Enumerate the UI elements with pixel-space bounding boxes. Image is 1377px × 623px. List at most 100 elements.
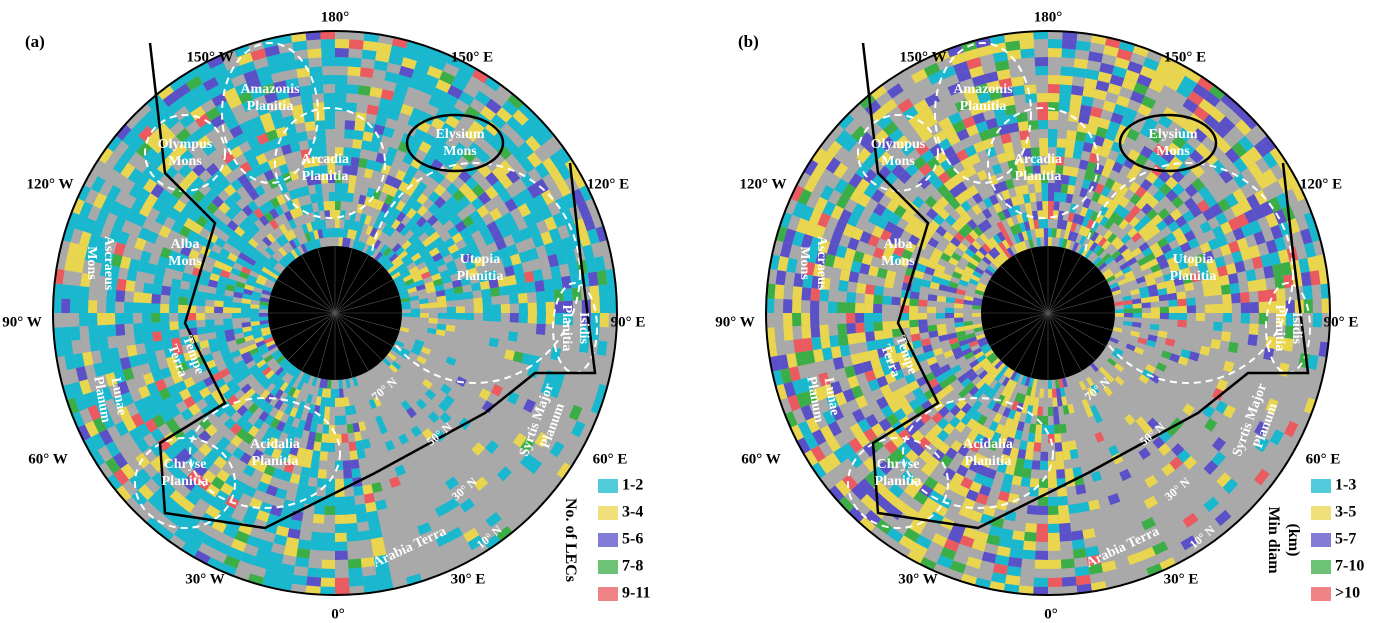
crater-cell xyxy=(350,157,359,167)
crater-cell xyxy=(351,468,361,478)
crater-cell xyxy=(1012,530,1025,540)
crater-cell xyxy=(1037,102,1048,111)
crater-cell xyxy=(483,313,492,321)
crater-cell xyxy=(223,318,232,324)
crater-cell xyxy=(197,327,207,335)
crater-cell xyxy=(348,559,362,569)
crater-cell xyxy=(1012,85,1025,95)
crater-cell xyxy=(828,301,837,313)
crater-cell xyxy=(250,309,259,313)
crater-cell xyxy=(1021,477,1031,487)
crater-cell xyxy=(945,308,954,313)
crater-cell xyxy=(133,292,143,303)
crater-cell xyxy=(1035,551,1048,560)
crater-cell xyxy=(792,313,801,326)
crater-cell xyxy=(535,280,545,292)
crater-cell xyxy=(1048,479,1057,488)
crater-cell xyxy=(1018,121,1029,131)
crater-cell xyxy=(855,323,865,334)
crater-cell xyxy=(323,75,335,84)
crater-cell xyxy=(340,210,346,219)
crater-cell xyxy=(205,306,214,313)
crater-cell xyxy=(873,304,882,313)
legend-title: Min diam(km) xyxy=(1265,506,1302,574)
crater-cell xyxy=(811,337,822,350)
feature-line: Mons xyxy=(84,246,99,280)
crater-cell xyxy=(178,297,188,306)
crater-cell xyxy=(882,321,892,330)
crater-cell xyxy=(314,111,325,121)
crater-cell xyxy=(335,416,341,425)
crater-cell xyxy=(802,338,813,352)
crater-cell xyxy=(1241,313,1250,324)
legend-swatch xyxy=(1311,506,1331,520)
crater-cell xyxy=(1141,302,1150,308)
crater-cell xyxy=(1240,292,1250,303)
crater-cell xyxy=(335,219,340,228)
crater-cell xyxy=(143,283,153,294)
crater-cell xyxy=(1048,48,1062,57)
crater-cell xyxy=(1048,515,1059,524)
crater-cell xyxy=(321,578,335,587)
crater-cell xyxy=(115,290,125,302)
legend-swatch xyxy=(1311,587,1331,601)
legend-label: 9-11 xyxy=(622,585,650,602)
crater-cell xyxy=(1069,103,1081,113)
crater-cell xyxy=(116,279,126,291)
crater-cell xyxy=(855,313,864,323)
feature-line: Planitia xyxy=(960,99,1007,114)
crater-cell xyxy=(1048,201,1054,210)
longitude-label: 90° E xyxy=(611,314,646,330)
crater-cell xyxy=(134,333,144,344)
crater-cell xyxy=(79,313,88,326)
feature-line: Isidis xyxy=(1289,312,1304,344)
crater-cell xyxy=(170,287,180,297)
crater-cell xyxy=(151,303,160,313)
crater-cell xyxy=(324,102,335,111)
crater-cell xyxy=(1053,201,1059,210)
feature-line: Planitia xyxy=(1015,169,1062,184)
crater-cell xyxy=(465,313,474,320)
crater-cell xyxy=(783,299,792,313)
crater-cell xyxy=(232,308,241,313)
feature-line: Chryse xyxy=(164,457,207,472)
crater-cell xyxy=(153,275,164,286)
crater-cell xyxy=(1076,41,1091,52)
crater-cell xyxy=(1062,39,1077,49)
crater-cell xyxy=(1071,530,1084,540)
crater-cell xyxy=(346,514,357,524)
crater-cell xyxy=(363,575,378,586)
crater-cell xyxy=(335,389,339,398)
crater-cell xyxy=(1250,302,1259,313)
crater-cell xyxy=(402,313,411,317)
crater-cell xyxy=(856,332,866,343)
crater-cell xyxy=(353,486,363,496)
crater-cell xyxy=(115,324,125,336)
feature-line: Arcadia xyxy=(301,152,349,167)
crater-cell xyxy=(1053,210,1059,219)
legend-swatch xyxy=(598,533,618,547)
crater-cell xyxy=(1060,84,1072,94)
crater-cell xyxy=(838,280,848,292)
crater-cell xyxy=(927,307,936,313)
crater-cell xyxy=(1219,275,1230,286)
feature-line: Utopia xyxy=(460,252,500,267)
crater-cell xyxy=(801,325,811,338)
crater-cell xyxy=(1231,293,1241,304)
longitude-label: 0° xyxy=(331,606,345,622)
crater-cell xyxy=(1070,94,1082,104)
crater-cell xyxy=(314,505,325,515)
crater-cell xyxy=(223,307,232,313)
crater-cell xyxy=(1223,303,1232,313)
crater-cell xyxy=(349,39,364,49)
crater-cell xyxy=(537,313,546,324)
crater-cell xyxy=(1036,201,1042,210)
crater-cell xyxy=(1048,533,1060,542)
crater-cell xyxy=(335,48,349,57)
crater-cell xyxy=(142,303,151,313)
feature-line: Mons xyxy=(1156,144,1190,159)
longitude-label: 60° E xyxy=(593,451,628,467)
crater-cell xyxy=(1048,237,1052,246)
crater-cell xyxy=(88,313,97,326)
feature-line: Planitia xyxy=(965,454,1012,469)
